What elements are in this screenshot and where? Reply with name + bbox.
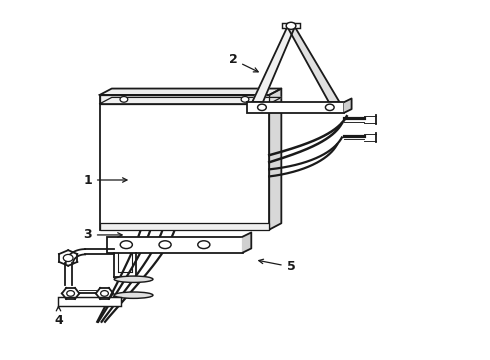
Ellipse shape (114, 292, 153, 298)
Polygon shape (243, 233, 251, 253)
Circle shape (325, 104, 334, 111)
Circle shape (241, 96, 249, 102)
Text: 2: 2 (228, 53, 258, 72)
Bar (283, 23, 299, 28)
Ellipse shape (159, 241, 171, 249)
Bar (107, 237, 243, 253)
Bar (99, 95, 269, 104)
Text: 5: 5 (259, 259, 295, 273)
Bar (58, 297, 122, 306)
Text: 4: 4 (54, 306, 63, 327)
Polygon shape (287, 26, 340, 102)
Polygon shape (269, 89, 281, 230)
Polygon shape (344, 99, 352, 113)
Bar (99, 95, 269, 230)
Circle shape (258, 104, 267, 111)
Circle shape (63, 255, 73, 261)
Text: 1: 1 (83, 174, 127, 186)
Text: 3: 3 (83, 229, 122, 242)
Ellipse shape (114, 276, 153, 283)
Polygon shape (65, 263, 72, 284)
Circle shape (67, 291, 74, 296)
Circle shape (286, 22, 296, 30)
Ellipse shape (120, 241, 132, 249)
Bar (99, 222, 269, 230)
Circle shape (120, 96, 128, 102)
Ellipse shape (198, 241, 210, 249)
Polygon shape (252, 26, 295, 102)
Polygon shape (99, 89, 281, 95)
Circle shape (100, 291, 108, 296)
Polygon shape (99, 98, 281, 104)
Bar (247, 102, 344, 113)
